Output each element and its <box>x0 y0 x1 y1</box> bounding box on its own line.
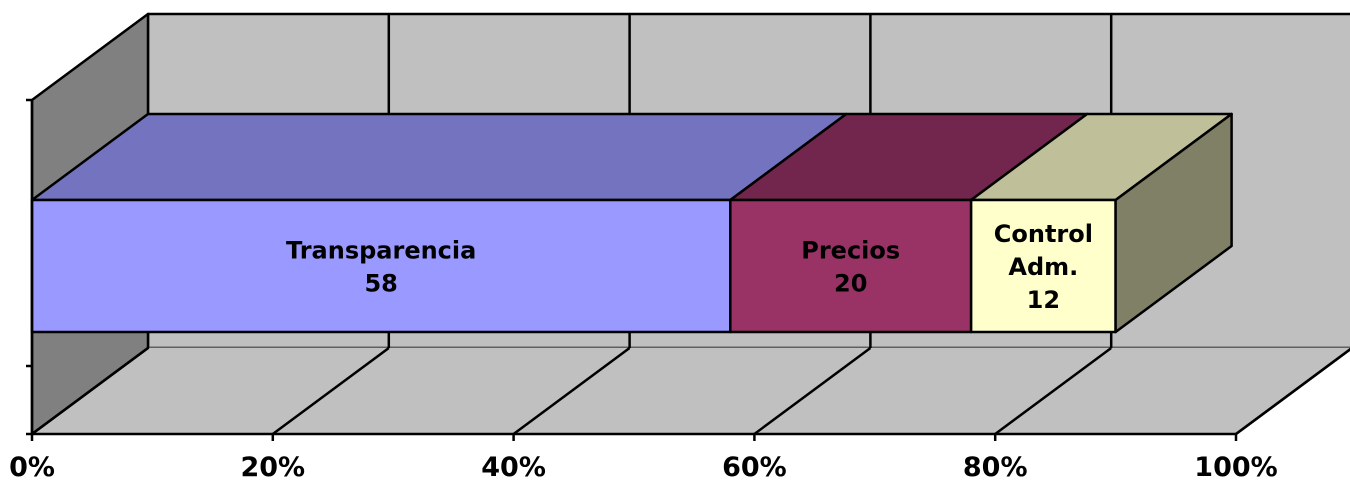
x-axis-tick-label: 60% <box>722 452 787 482</box>
x-axis-depth-edge <box>1235 347 1350 436</box>
gridline-floor <box>994 346 1112 436</box>
bar-segment-side <box>1114 112 1233 334</box>
bar-segment-label-line: Transparencia <box>286 237 476 265</box>
x-axis-tick-label: 40% <box>481 452 546 482</box>
bar-segment-label-line: 58 <box>364 270 397 298</box>
x-axis-tick-labels: 0% 20% 40% 60% 80% 100% <box>9 452 1278 482</box>
bar-segment-label: Transparencia 58 <box>286 237 476 298</box>
bar-segment-top <box>30 112 848 202</box>
gridline-floor <box>753 346 872 436</box>
bar-segment-front <box>729 198 973 334</box>
gridline-floor <box>272 346 390 436</box>
gridline-floor <box>31 346 149 436</box>
bar-segment-label: Control Adm. 12 <box>994 220 1093 314</box>
bar-segment-front <box>30 198 732 334</box>
bar-segment: Transparencia 58 <box>30 112 848 334</box>
bar-segment-label-line: Adm. <box>1008 253 1078 281</box>
bar-segment-label-line: Precios <box>801 237 900 265</box>
bar-segment: Precios 20 <box>729 112 1089 334</box>
gridline-floor <box>512 346 631 436</box>
bar-segment-label-line: 12 <box>1027 286 1060 314</box>
chart-axes <box>26 98 1350 441</box>
floor <box>30 347 1350 435</box>
x-axis-tick-label: 100% <box>1194 452 1277 482</box>
x-axis-tick-label: 20% <box>240 452 305 482</box>
chart-bars: Transparencia 58 Precios 20 Control Adm. 12 <box>30 112 1233 334</box>
x-axis-tick-label: 80% <box>963 452 1028 482</box>
x-axis-tick-label: 0% <box>9 452 55 482</box>
bar-segment-label-line: 20 <box>834 270 867 298</box>
bar-segment-label: Precios 20 <box>801 237 900 298</box>
bar-segment-label-line: Control <box>994 220 1093 248</box>
bar-segment: Control Adm. 12 <box>969 112 1233 334</box>
